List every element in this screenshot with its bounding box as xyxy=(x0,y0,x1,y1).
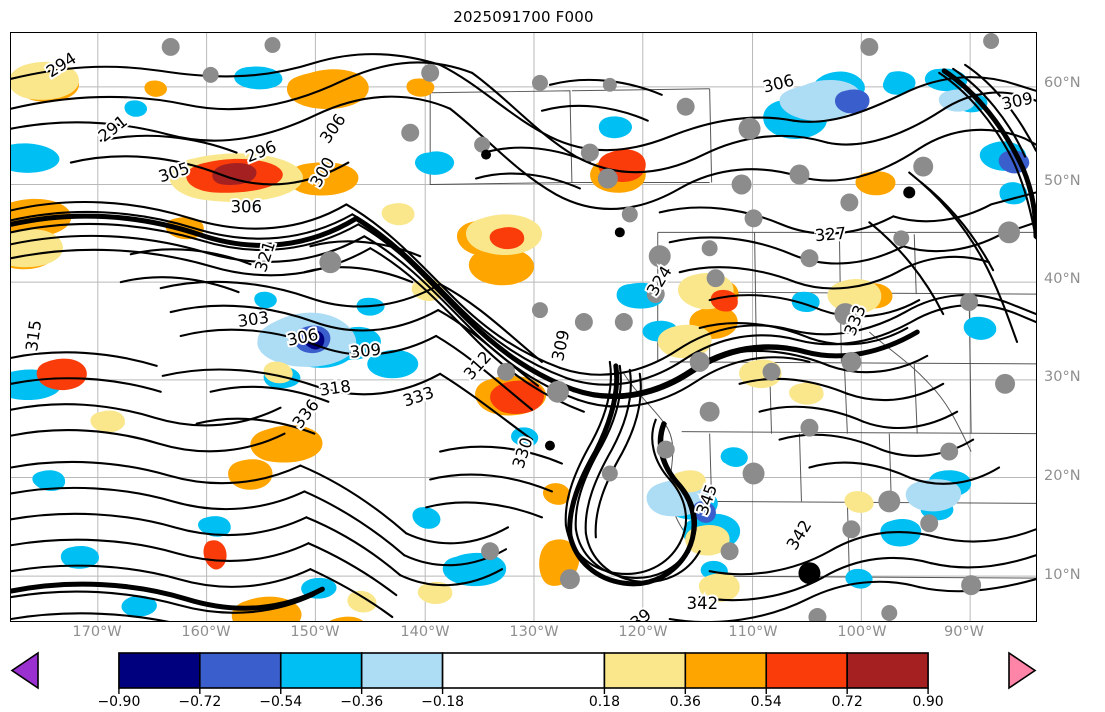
colorbar-segment xyxy=(199,652,282,689)
shading-negative xyxy=(11,66,1030,617)
lat-label-50n: 50°N xyxy=(1044,173,1081,189)
colorbar-tick-label: −0.54 xyxy=(259,694,303,710)
colorbar-segment xyxy=(279,652,363,689)
contour-label: 315 xyxy=(22,319,45,353)
lon-label-90w: 90°W xyxy=(943,624,985,640)
colorbar-tick-label: 0.18 xyxy=(588,694,620,710)
lon-label-170w: 170°W xyxy=(72,624,122,640)
colorbar-segment xyxy=(846,652,929,689)
station-markers xyxy=(161,33,1021,621)
colorbar-segment xyxy=(1008,651,1037,690)
colorbar-tick-label: 0.36 xyxy=(669,694,701,710)
colorbar-tick-label: −0.90 xyxy=(97,694,141,710)
lon-label-100w: 100°W xyxy=(837,624,887,640)
lat-label-10n: 10°N xyxy=(1044,567,1081,583)
colorbar-segment xyxy=(684,652,768,689)
colorbar[interactable]: −0.90 −0.72 −0.54 −0.36 −0.18 0.18 0.36 0.54 0.7… xyxy=(0,650,1105,712)
contour-label: 309 xyxy=(349,340,382,362)
lon-label-160w: 160°W xyxy=(181,624,231,640)
contour-label: 306 xyxy=(231,197,262,216)
lon-label-140w: 140°W xyxy=(400,624,450,640)
contour-label: 327 xyxy=(814,224,847,246)
colorbar-segment xyxy=(360,652,444,689)
lon-label-110w: 110°W xyxy=(728,624,778,640)
colorbar-canvas xyxy=(10,651,1037,694)
colorbar-ticks xyxy=(118,688,929,694)
lat-label-40n: 40°N xyxy=(1044,271,1081,287)
lon-label-150w: 150°W xyxy=(290,624,340,640)
contour-label: 342 xyxy=(687,594,718,613)
political-boundaries xyxy=(429,88,1036,579)
colorbar-tick-label: −0.36 xyxy=(340,694,384,710)
colorbar-tick-label: −0.72 xyxy=(178,694,222,710)
lat-label-60n: 60°N xyxy=(1044,75,1081,91)
contour-label: 318 xyxy=(318,377,352,400)
colorbar-segments xyxy=(10,651,1037,690)
colorbar-tick-label: 0.72 xyxy=(831,694,863,710)
contour-lines-bold xyxy=(11,68,1036,611)
lon-label-130w: 130°W xyxy=(509,624,559,640)
colorbar-tick-label: −0.18 xyxy=(421,694,465,710)
colorbar-segment xyxy=(765,652,848,689)
lat-label-30n: 30°N xyxy=(1044,369,1081,385)
map-panel[interactable]: 294 291 305 296 306 300 306 303 306 309 318 333 336 3… xyxy=(10,32,1037,622)
lon-label-120w: 120°W xyxy=(618,624,668,640)
station-markers-dark xyxy=(481,149,916,585)
colorbar-tick-label: 0.90 xyxy=(912,694,944,710)
colorbar-segment xyxy=(603,652,687,689)
lat-label-20n: 20°N xyxy=(1044,468,1081,484)
contour-lines xyxy=(11,53,1036,621)
colorbar-segment xyxy=(118,652,201,689)
colorbar-segment xyxy=(10,651,39,690)
page-title: 2025091700 F000 xyxy=(453,8,594,26)
colorbar-segment xyxy=(441,652,606,689)
colorbar-tick-label: 0.54 xyxy=(750,694,782,710)
